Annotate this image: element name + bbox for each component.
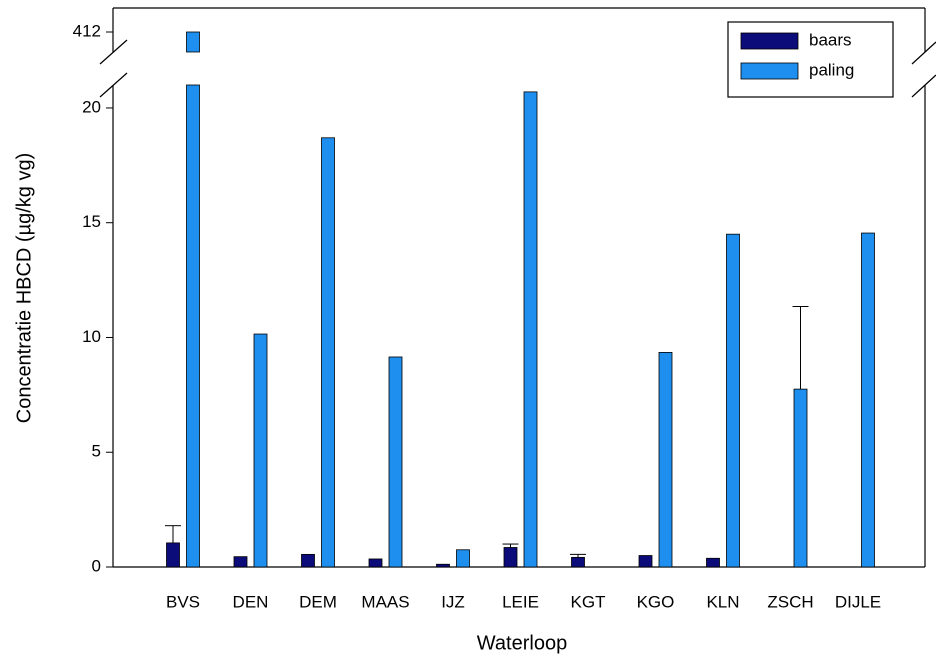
- bar: [638, 555, 653, 568]
- bar: [726, 233, 740, 568]
- break-mark: [911, 41, 936, 65]
- x-tick-label: BVS: [166, 592, 200, 611]
- y-axis-title: Concentratie HBCD (µg/kg vg): [13, 153, 35, 424]
- bar: [321, 137, 335, 568]
- bar: [571, 556, 585, 568]
- bar: [166, 542, 180, 568]
- y-tick-label: 20: [82, 97, 101, 116]
- frame: [99, 7, 936, 568]
- bar: [861, 232, 875, 568]
- break-mark: [99, 39, 128, 65]
- y-tick-label: 15: [82, 212, 101, 231]
- x-tick-label: KLN: [706, 592, 739, 611]
- bar: [301, 553, 315, 568]
- x-tick-label: DIJLE: [835, 592, 881, 611]
- bar-upper-part: [186, 31, 200, 53]
- bar: [233, 556, 248, 568]
- y-tick-label: 0: [92, 556, 101, 575]
- legend-swatch: [740, 32, 799, 50]
- x-tick-label: KGO: [637, 592, 675, 611]
- legend-label: paling: [809, 60, 854, 79]
- bar: [456, 549, 470, 568]
- x-tick-label: DEN: [233, 592, 269, 611]
- x-tick-label: ZSCH: [767, 592, 813, 611]
- bar: [793, 388, 808, 568]
- bar: [658, 351, 673, 568]
- y-tick-label: 5: [92, 442, 101, 461]
- x-tick-label: IJZ: [441, 592, 465, 611]
- x-tick-label: KGT: [571, 592, 606, 611]
- x-tick-label: LEIE: [502, 592, 539, 611]
- x-tick-label: MAAS: [361, 592, 409, 611]
- bar: [523, 91, 538, 568]
- x-tick-label: DEM: [299, 592, 337, 611]
- bar: [503, 547, 518, 568]
- bar: [388, 356, 403, 568]
- y-tick-label: 412: [73, 21, 101, 40]
- break-mark: [99, 72, 128, 98]
- legend-label: baars: [809, 30, 852, 49]
- bar: [253, 333, 268, 568]
- bar-lower-part: [186, 84, 200, 568]
- bar: [706, 557, 720, 568]
- bar: [436, 563, 450, 568]
- break-mark: [911, 74, 936, 98]
- y-tick-label: 10: [82, 327, 101, 346]
- x-axis-title: Waterloop: [477, 632, 567, 654]
- legend-swatch: [740, 62, 799, 80]
- bar: [368, 558, 383, 568]
